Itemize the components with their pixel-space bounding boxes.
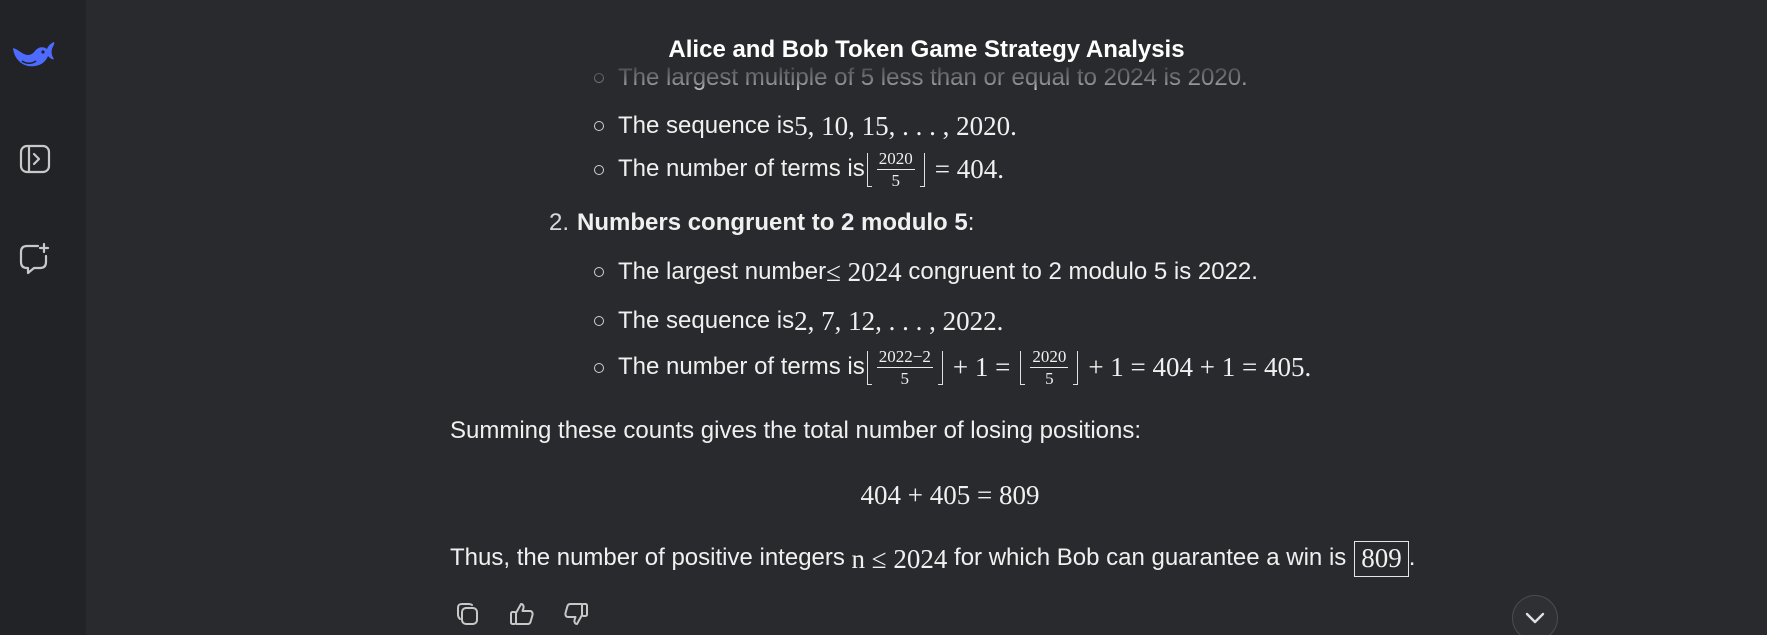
- case2-result: + 1 = 404 + 1 = 405.: [1088, 352, 1312, 383]
- case2-heading: Numbers congruent to 2 modulo 5: [577, 209, 968, 236]
- message-actions: [450, 596, 594, 632]
- fraction-numerator: 2020: [1030, 347, 1069, 368]
- sum-equation: 404 + 405 = 809: [860, 480, 1040, 510]
- floor-expression: 2020 5: [865, 150, 927, 189]
- answer-box: 809: [1354, 541, 1409, 577]
- bullet-icon: [594, 73, 604, 84]
- summary-paragraph: Summing these counts gives the total num…: [450, 417, 1142, 444]
- case1-line-b-text: The sequence is: [618, 111, 795, 139]
- list-item: 2. Numbers congruent to 2 modulo 5 :: [450, 209, 974, 238]
- floor-expression: 2020 5: [1018, 348, 1080, 387]
- case2-line-c-text: The number of terms is: [618, 353, 865, 381]
- conclusion-paragraph: Thus, the number of positive integers n …: [450, 541, 1415, 577]
- copy-icon[interactable]: [450, 596, 486, 632]
- case2-mid: + 1 =: [952, 352, 1011, 383]
- sidebar-toggle-icon[interactable]: [16, 140, 54, 178]
- bullet-icon: [594, 362, 604, 373]
- list-item: The largest multiple of 5 less than or e…: [450, 64, 1248, 93]
- thumbs-down-icon[interactable]: [558, 596, 594, 632]
- chevron-down-icon: [1525, 612, 1545, 624]
- list-number: 2.: [549, 209, 570, 236]
- conclusion-inequality: n ≤ 2024: [851, 543, 948, 574]
- conclusion-pre: Thus, the number of positive integers: [450, 544, 852, 572]
- bullet-icon: [594, 121, 604, 132]
- case1-sequence: 5, 10, 15, . . . , 2020.: [794, 111, 1017, 141]
- case1-line-a: The largest multiple of 5 less than or e…: [618, 64, 1248, 91]
- case1-result: = 404.: [934, 154, 1004, 185]
- fraction-numerator: 2022−2: [876, 347, 933, 368]
- fraction-numerator: 2020: [876, 149, 915, 170]
- case2-inequality: ≤ 2024: [826, 257, 902, 287]
- case2-heading-suffix: :: [967, 209, 975, 236]
- conclusion-post: for which Bob can guarantee a win is: [947, 544, 1347, 572]
- bullet-icon: [594, 267, 604, 278]
- list-item: The sequence is 5, 10, 15, . . . , 2020.: [450, 110, 1017, 142]
- case1-line-c-text: The number of terms is: [618, 155, 865, 183]
- conclusion-period: .: [1408, 544, 1416, 572]
- chat-title: Alice and Bob Token Game Strategy Analys…: [668, 36, 1185, 63]
- list-item: The number of terms is 2022−2 5 + 1 = 20…: [450, 348, 1311, 387]
- chat-main: Alice and Bob Token Game Strategy Analys…: [86, 0, 1767, 635]
- bullet-icon: [594, 316, 604, 327]
- case2-line-a-post: congruent to 2 modulo 5 is 2022.: [901, 257, 1258, 285]
- equation-display: 404 + 405 = 809: [450, 479, 1450, 511]
- floor-expression: 2022−2 5: [865, 348, 945, 387]
- new-chat-icon[interactable]: [16, 240, 54, 278]
- list-item: The sequence is 2, 7, 12, . . . , 2022.: [450, 305, 1003, 337]
- case2-line-b-text: The sequence is: [618, 306, 795, 334]
- fraction-denominator: 5: [1045, 369, 1054, 388]
- bullet-icon: [594, 164, 604, 175]
- fraction-denominator: 5: [891, 171, 901, 190]
- thumbs-up-icon[interactable]: [504, 596, 540, 632]
- list-item: The largest number ≤ 2024 congruent to 2…: [450, 256, 1258, 288]
- list-item: The number of terms is 2020 5 = 404.: [450, 150, 1004, 189]
- deepseek-logo-icon[interactable]: [10, 30, 56, 76]
- case2-sequence: 2, 7, 12, . . . , 2022.: [794, 306, 1004, 336]
- fraction-denominator: 5: [900, 369, 910, 388]
- sidebar: [0, 0, 86, 635]
- scroll-down-button[interactable]: [1512, 595, 1558, 635]
- case2-line-a-pre: The largest number: [618, 257, 827, 285]
